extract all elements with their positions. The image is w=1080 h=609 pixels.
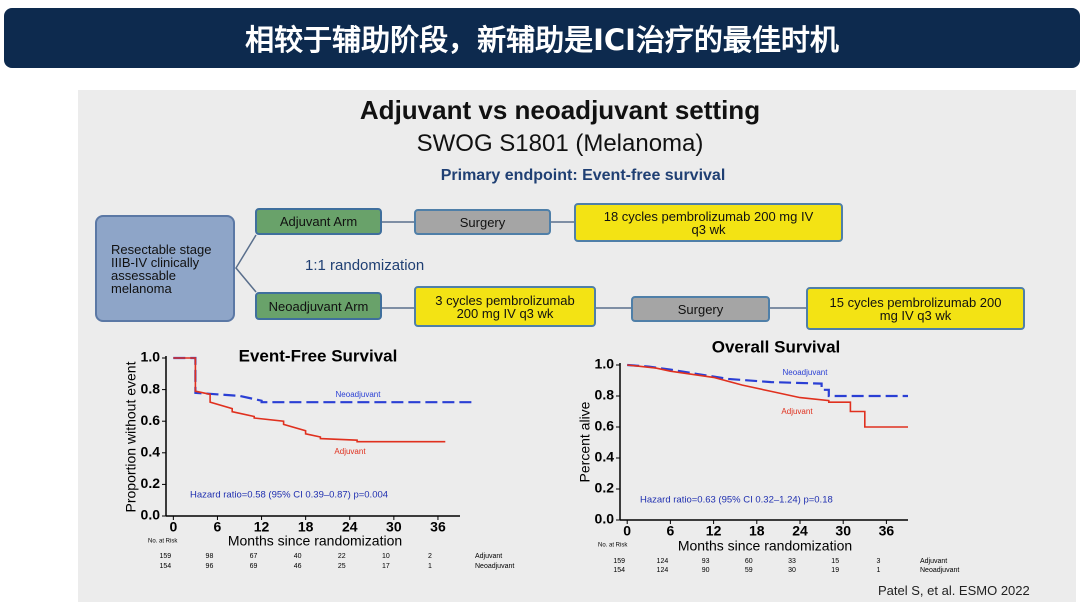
at-risk-name: Adjuvant [920,558,947,565]
annotation: Hazard ratio=0.63 (95% CI 0.32–1.24) p=0… [640,495,833,506]
at-risk-count: 59 [745,567,753,574]
at-risk-count: 3 [876,558,880,565]
at-risk-count: 69 [250,563,258,570]
y-tick-label: 0.6 [595,418,615,434]
y-tick-label: 0.0 [141,507,161,523]
at-risk-name: Adjuvant [475,553,502,560]
surgery-box: Surgery [631,296,770,322]
survival-curve [627,364,908,428]
at-risk-count: 30 [788,567,796,574]
at-risk-header: No. at Risk [598,543,628,549]
x-tick-label: 0 [623,523,631,539]
citation: Patel S, et al. ESMO 2022 [878,583,1030,598]
at-risk-name: Neoadjuvant [920,567,959,574]
x-tick-label: 18 [298,519,314,535]
y-tick-label: 0.8 [141,380,161,396]
x-tick-label: 36 [430,519,446,535]
series-label: Neoadjuvant [783,368,829,377]
y-tick-label: 0.2 [141,475,161,491]
at-risk-count: 124 [657,567,669,574]
series-label: Neoadjuvant [336,390,382,399]
at-risk-count: 25 [338,563,346,570]
neoadjuvant-arm: Neoadjuvant Arm [255,292,382,320]
y-tick-label: 0.6 [141,412,161,428]
x-tick-label: 12 [254,519,270,535]
y-tick-label: 1.0 [595,356,615,372]
x-axis-label: Months since randomization [678,538,852,554]
series-label: Adjuvant [334,447,366,456]
survival-curve [627,363,908,398]
at-risk-count: 93 [702,558,710,565]
at-risk-count: 60 [745,558,753,565]
x-tick-label: 6 [214,519,222,535]
at-risk-header: No. at Risk [148,539,178,545]
y-tick-label: 0.0 [595,511,615,527]
x-tick-label: 12 [706,523,722,539]
treatment-box: 15 cycles pembrolizumab 200 mg IV q3 wk [806,287,1025,330]
at-risk-count: 17 [382,563,390,570]
at-risk-count: 159 [160,553,172,560]
at-risk-count: 1 [876,567,880,574]
y-tick-label: 0.4 [141,444,161,460]
chart-title: Overall Survival [712,337,841,356]
at-risk-count: 46 [294,563,302,570]
at-risk-count: 40 [294,553,302,560]
at-risk-count: 154 [160,563,172,570]
at-risk-count: 33 [788,558,796,565]
at-risk-count: 22 [338,553,346,560]
y-tick-label: 0.2 [595,480,615,496]
survival-curve [173,357,446,443]
at-risk-count: 98 [206,553,214,560]
slide-title: Adjuvant vs neoadjuvant setting [359,95,761,125]
banner-title: 相较于辅助阶段，新辅助是ICI治疗的最佳时机 [4,8,1080,68]
y-tick-label: 0.8 [595,387,615,403]
treatment-box: 3 cycles pembrolizumab 200 mg IV q3 wk [414,286,596,327]
at-risk-name: Neoadjuvant [475,563,514,570]
x-tick-label: 0 [169,519,177,535]
annotation: Hazard ratio=0.58 (95% CI 0.39–0.87) p=0… [190,490,388,501]
at-risk-count: 10 [382,553,390,560]
treatment-box: 18 cycles pembrolizumab 200 mg IV q3 wk [574,203,843,242]
x-tick-label: 30 [386,519,402,535]
chart-title: Event-Free Survival [239,346,398,365]
slide-subtitle: SWOG S1801 (Melanoma) [416,130,704,157]
x-axis-label: Months since randomization [228,533,402,549]
at-risk-count: 19 [831,567,839,574]
at-risk-count: 159 [613,558,625,565]
x-tick-label: 24 [792,523,808,539]
x-tick-label: 30 [835,523,851,539]
at-risk-count: 96 [206,563,214,570]
y-axis-label: Proportion without event [123,361,139,512]
endpoint: Primary endpoint: Event-free survival [440,167,726,184]
at-risk-count: 124 [657,558,669,565]
y-tick-label: 0.4 [595,449,615,465]
adjuvant-arm: Adjuvant Arm [255,208,382,235]
at-risk-count: 90 [702,567,710,574]
x-tick-label: 18 [749,523,765,539]
series-label: Adjuvant [781,407,813,416]
at-risk-count: 2 [428,553,432,560]
x-tick-label: 24 [342,519,358,535]
at-risk-count: 154 [613,567,625,574]
randomization-label: 1:1 randomization [305,257,425,274]
at-risk-count: 1 [428,563,432,570]
x-tick-label: 6 [667,523,675,539]
at-risk-count: 67 [250,553,258,560]
population-box: Resectable stage IIIB-IV clinically asse… [95,215,235,322]
at-risk-count: 15 [831,558,839,565]
surgery-box: Surgery [414,209,551,235]
y-tick-label: 1.0 [141,349,161,365]
y-axis-label: Percent alive [577,401,593,482]
x-tick-label: 36 [879,523,895,539]
